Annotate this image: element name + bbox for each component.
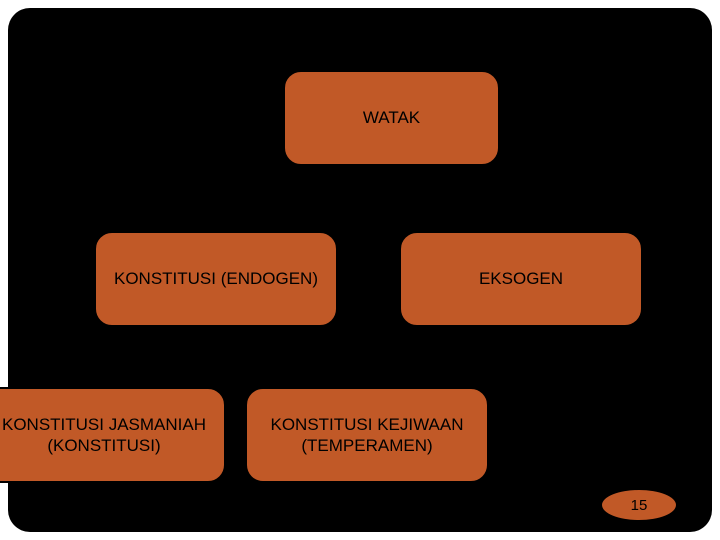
connector bbox=[103, 353, 367, 356]
connector bbox=[389, 166, 392, 198]
connector bbox=[216, 327, 219, 355]
node-konstitusi-endogen: KONSTITUSI (ENDOGEN) bbox=[94, 231, 338, 327]
node-label-line2: (KONSTITUSI) bbox=[47, 435, 160, 456]
connector bbox=[103, 353, 106, 388]
node-konstitusi-jasmaniah: KONSTITUSI JASMANIAH (KONSTITUSI) bbox=[0, 387, 226, 483]
connector bbox=[519, 196, 522, 232]
node-eksogen: EKSOGEN bbox=[399, 231, 643, 327]
node-label: EKSOGEN bbox=[479, 268, 563, 289]
connector bbox=[216, 196, 521, 199]
node-label-line2: (TEMPERAMEN) bbox=[301, 435, 432, 456]
page-number: 15 bbox=[631, 497, 648, 514]
connector bbox=[216, 196, 219, 232]
diagram-content: WATAK KONSTITUSI (ENDOGEN) EKSOGEN KONST… bbox=[0, 0, 720, 540]
page-number-badge: 15 bbox=[600, 488, 678, 522]
node-label-line1: KONSTITUSI JASMANIAH bbox=[2, 414, 206, 435]
connector bbox=[365, 353, 368, 388]
node-label: KONSTITUSI (ENDOGEN) bbox=[114, 268, 318, 289]
node-label-line1: KONSTITUSI KEJIWAAN bbox=[270, 414, 463, 435]
node-label: WATAK bbox=[363, 107, 420, 128]
node-konstitusi-kejiwaan: KONSTITUSI KEJIWAAN (TEMPERAMEN) bbox=[245, 387, 489, 483]
node-root: WATAK bbox=[283, 70, 500, 166]
